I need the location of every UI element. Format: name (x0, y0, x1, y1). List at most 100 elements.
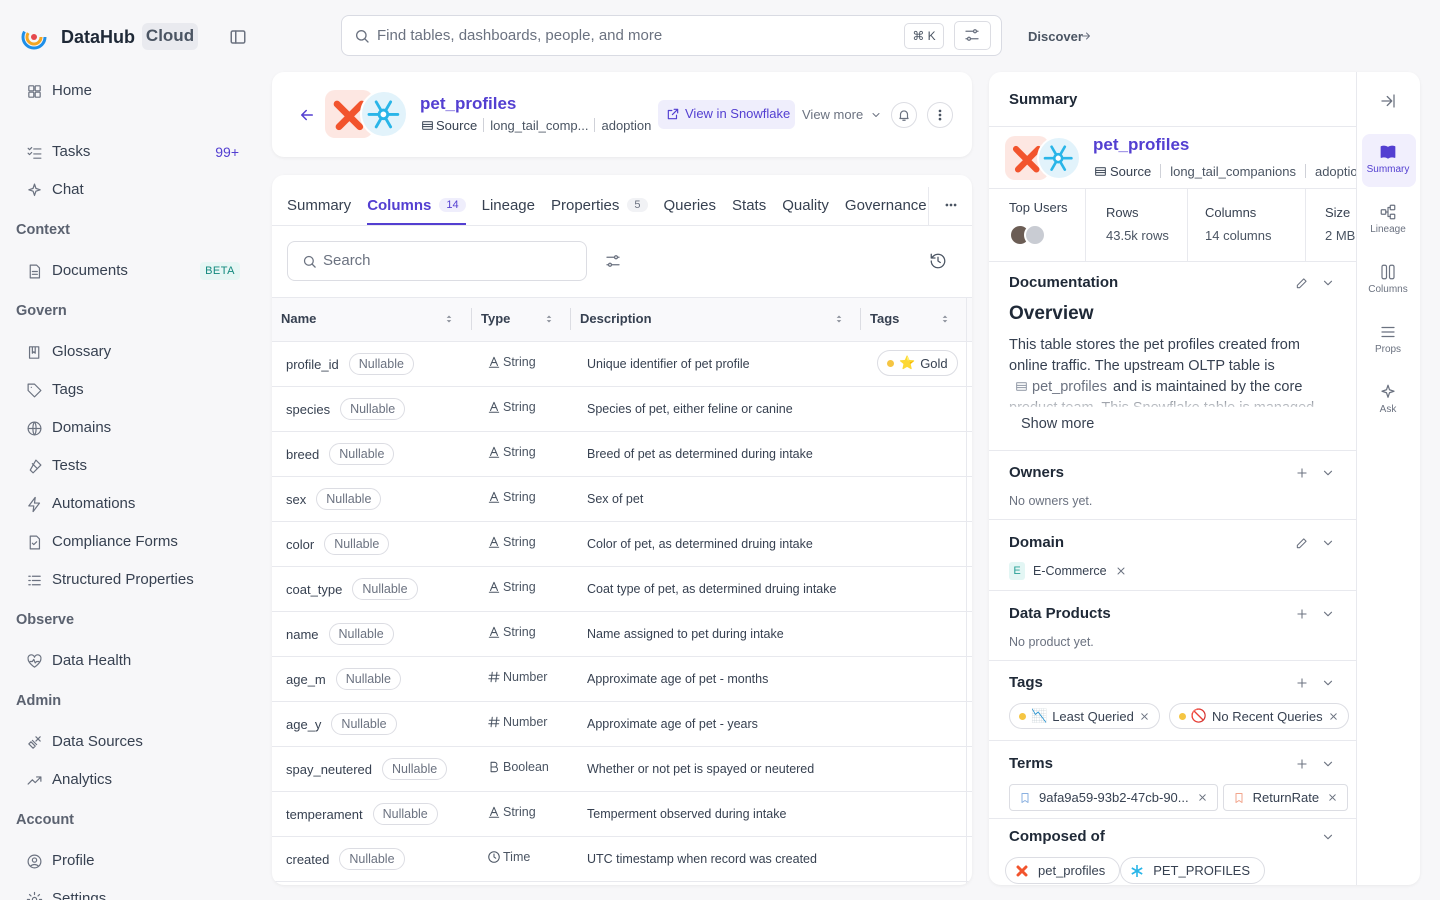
tab[interactable]: Quality (782, 187, 829, 225)
entity-name[interactable]: pet_profiles (420, 94, 517, 113)
table-row[interactable] (272, 792, 972, 837)
tab[interactable]: Columns 14 (367, 187, 466, 225)
collapse-panel (1381, 94, 1395, 108)
entity-name[interactable]: pet_profiles (1093, 135, 1190, 154)
nullable-pill: Nullable (335, 668, 401, 690)
section-toggle (1323, 280, 1333, 286)
logo-shape (1016, 865, 1028, 876)
icon-shape (1323, 611, 1333, 617)
nav-item[interactable] (14, 644, 250, 678)
column-search[interactable] (287, 241, 587, 281)
search-placeholder: Search (323, 252, 371, 269)
column-type: String (503, 490, 536, 504)
edition-label: Cloud (145, 26, 195, 45)
table-row[interactable] (272, 747, 972, 792)
more-button[interactable] (927, 102, 953, 128)
column-header[interactable]: Tags (870, 311, 900, 326)
brand-logo (21, 24, 47, 50)
column-description: Approximate age of pet - years (587, 717, 758, 731)
view-in-platform-button[interactable]: View in Snowflake (658, 100, 795, 129)
discover-link[interactable]: Discover (1028, 29, 1083, 44)
nav-item[interactable] (14, 373, 250, 407)
nav-label: Automations (52, 495, 136, 512)
tab[interactable]: Lineage (482, 187, 535, 225)
tag-emoji: 📉 (1031, 708, 1048, 723)
icon-shape (1296, 538, 1307, 549)
table-row[interactable] (272, 432, 972, 477)
divider (272, 225, 972, 226)
icon-shape (356, 30, 367, 41)
table-row[interactable] (272, 477, 972, 522)
table-row[interactable] (272, 567, 972, 612)
column-header[interactable]: Description (580, 311, 652, 326)
nav-item[interactable] (14, 882, 250, 900)
doc-link[interactable]: pet_profiles (1015, 379, 1107, 395)
icon-shape (421, 120, 433, 130)
shortcut-label: ⌘ K (912, 29, 936, 43)
notify-button[interactable] (891, 102, 917, 128)
icon-shape (301, 109, 313, 121)
nav-item[interactable] (14, 173, 250, 207)
column-header[interactable]: Type (481, 311, 511, 326)
domain-name[interactable]: E-Commerce (1033, 564, 1107, 578)
nav-item[interactable] (14, 411, 250, 445)
table-row[interactable] (272, 702, 972, 747)
filter-button[interactable] (954, 21, 991, 50)
table-row[interactable] (272, 612, 972, 657)
breadcrumb-item: Source (1110, 163, 1152, 179)
remove-icon (1117, 567, 1125, 575)
icon-shape (965, 30, 979, 40)
composed-chip[interactable]: pet_profiles (1005, 857, 1121, 884)
remove-icon (1198, 794, 1206, 801)
breadcrumb-item[interactable]: long_tail_comp... (490, 117, 589, 133)
tab[interactable]: Stats (732, 187, 766, 225)
column-header[interactable]: Name (281, 311, 317, 326)
composed-chip[interactable]: PET_PROFILES (1120, 857, 1266, 884)
nav-item[interactable] (14, 844, 250, 878)
column-type: Number (503, 670, 548, 684)
tab[interactable]: Summary (287, 187, 351, 225)
tab[interactable]: Queries (664, 187, 717, 225)
nav-icon (27, 735, 41, 749)
nav-item[interactable] (14, 449, 250, 483)
table-row[interactable] (272, 387, 972, 432)
nav-icon (26, 653, 42, 668)
table-row[interactable] (272, 342, 972, 387)
column-type: String (503, 580, 536, 594)
view-more[interactable]: View more (802, 107, 864, 122)
logo-shape (1131, 864, 1143, 877)
breadcrumb-item[interactable]: adoption (601, 117, 652, 133)
global-search[interactable]: Find tables, dashboards, people, and mor… (341, 15, 1002, 56)
table-row[interactable] (272, 522, 972, 567)
tag-chip[interactable]: 🚫 No Recent Queries (1168, 703, 1349, 729)
term-chip[interactable]: ReturnRate (1222, 784, 1349, 811)
nav-item[interactable] (14, 763, 250, 797)
icon-shape (1380, 145, 1396, 159)
tag-chip[interactable]: ⭐ Gold (877, 350, 958, 376)
section-title: Terms (1009, 755, 1053, 772)
tab[interactable]: Properties 5 (551, 187, 648, 225)
column-type: String (503, 625, 536, 639)
tab[interactable]: Governance1 (845, 187, 932, 225)
discover-arrow (1082, 32, 1090, 40)
platform-icon (1016, 865, 1028, 877)
nav-icon (27, 383, 41, 397)
icon-shape (29, 535, 40, 549)
rail-label: Columns (1368, 284, 1408, 295)
term-chip[interactable]: 9afa9a59-93b2-47cb-90... (1009, 784, 1218, 811)
nav-item[interactable] (14, 74, 250, 108)
nav-item[interactable] (14, 335, 250, 369)
show-more[interactable]: Show more (1021, 416, 1095, 432)
user-avatar (1024, 224, 1046, 246)
section-title: Documentation (1009, 274, 1119, 291)
tag-dot (887, 359, 894, 367)
breadcrumb-item[interactable]: adoption (1314, 163, 1356, 179)
nav-icon (27, 496, 40, 512)
nav-icon (27, 775, 41, 785)
tag-chip[interactable]: 📉 Least Queried (1009, 703, 1160, 729)
icon-shape (27, 575, 41, 585)
breadcrumb-item[interactable]: long_tail_companions (1170, 163, 1296, 179)
table-row[interactable] (272, 837, 972, 882)
tag-label: No Recent Queries (1212, 708, 1323, 724)
table-row[interactable] (272, 657, 972, 702)
